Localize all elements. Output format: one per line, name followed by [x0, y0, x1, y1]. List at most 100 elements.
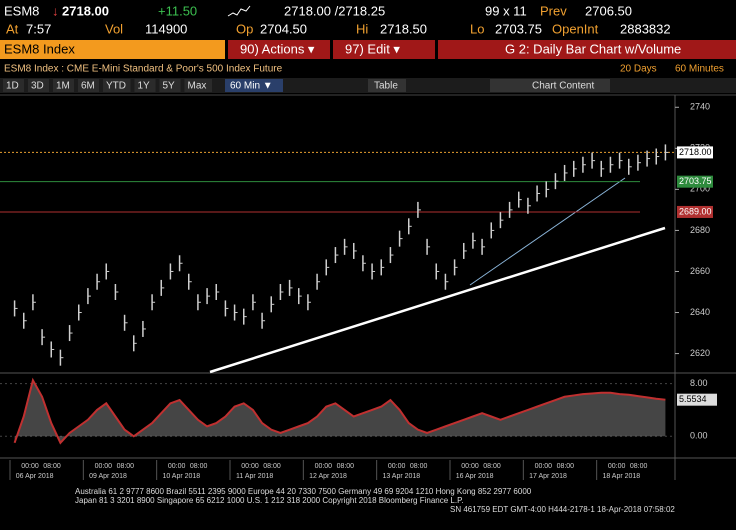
- title: G 2: Daily Bar Chart w/Volume: [505, 41, 681, 56]
- table: Table: [374, 81, 398, 92]
- price-tag: [677, 205, 713, 218]
- hour-label: 08:00: [410, 463, 428, 470]
- sparkline: [227, 5, 251, 17]
- table-button[interactable]: [368, 79, 406, 92]
- day-label: 16 Apr 2018: [456, 473, 494, 480]
- period-button[interactable]: [184, 79, 213, 92]
- day-label: 17 Apr 2018: [529, 473, 567, 480]
- period: Max: [188, 81, 207, 92]
- chart-content: Chart Content: [532, 81, 594, 92]
- indicator-line: [13, 377, 666, 445]
- hour-label: 00:00: [461, 463, 479, 470]
- price-tag: [677, 175, 713, 188]
- period-button[interactable]: [134, 79, 156, 92]
- interval-button[interactable]: [225, 79, 283, 92]
- label: At: [6, 21, 19, 36]
- indicator-tag: [677, 393, 717, 406]
- price-tag-label: 2703.75: [679, 176, 712, 186]
- range-interval: 60 Minutes: [675, 64, 724, 75]
- label: Prev: [540, 3, 567, 18]
- y-tick-label: 2660: [690, 266, 710, 276]
- day-label: 13 Apr 2018: [382, 473, 420, 480]
- period-button[interactable]: [3, 79, 24, 92]
- hour-label: 00:00: [95, 463, 113, 470]
- day-label: 06 Apr 2018: [16, 473, 54, 480]
- security-box[interactable]: [0, 40, 225, 59]
- indicator-tag-label: 5.5534: [679, 394, 707, 404]
- footer-line: Australia 61 2 9777 8600 Brazil 5511 239…: [75, 487, 532, 496]
- hour-label: 00:00: [241, 463, 259, 470]
- hour-label: 00:00: [315, 463, 333, 470]
- period: 5Y: [163, 81, 176, 92]
- indicator-area: [14, 380, 666, 443]
- day-label: 11 Apr 2018: [236, 473, 273, 480]
- period: 6M: [81, 81, 95, 92]
- y-tick-label: 2640: [690, 307, 710, 317]
- trendline: [469, 177, 626, 286]
- day-label: 18 Apr 2018: [602, 473, 640, 480]
- label: Hi: [356, 21, 368, 36]
- bid-ask: 2718.00 /2718.25: [284, 3, 385, 18]
- hour-label: 08:00: [263, 463, 281, 470]
- hour-label: 08:00: [337, 463, 355, 470]
- high: 2718.50: [380, 21, 427, 36]
- low: 2703.75: [495, 21, 542, 36]
- hour-label: 08:00: [117, 463, 135, 470]
- period: 1D: [6, 81, 19, 92]
- footer-line: SN 461759 EDT GMT-4:00 H444-2178-1 18-Ap…: [450, 505, 675, 514]
- hour-label: 08:00: [43, 463, 61, 470]
- chart-content-button[interactable]: [490, 79, 610, 92]
- prev: 2706.50: [585, 3, 632, 18]
- hour-label: 00:00: [608, 463, 626, 470]
- arrow: ↓: [52, 3, 59, 18]
- edit-button[interactable]: [333, 40, 435, 59]
- interval: 60 Min ▼: [230, 81, 273, 92]
- period-button[interactable]: [103, 79, 131, 92]
- period-button[interactable]: [159, 79, 181, 92]
- period: YTD: [106, 81, 126, 92]
- hour-label: 00:00: [388, 463, 406, 470]
- period: 1Y: [138, 81, 151, 92]
- open: 2704.50: [260, 21, 307, 36]
- ticker: ESM8: [4, 3, 39, 18]
- size: 99 x 11: [485, 3, 527, 18]
- period-button[interactable]: [53, 79, 74, 92]
- change: +11.50: [158, 3, 197, 18]
- actions-button[interactable]: [228, 40, 330, 59]
- range-days: 20 Days: [620, 64, 657, 75]
- edit: 97) Edit ▾: [345, 41, 400, 56]
- period-button[interactable]: [28, 79, 49, 92]
- security: ESM8 Index: [4, 41, 75, 56]
- description: ESM8 Index : CME E-Mini Standard & Poor'…: [4, 64, 283, 75]
- hour-label: 08:00: [190, 463, 208, 470]
- label: Op: [236, 21, 253, 36]
- y-tick-label: 2620: [690, 348, 710, 358]
- plot: 26202640266026802700272027402718.002703.…: [0, 102, 717, 480]
- y-tick-label: 0.00: [690, 431, 708, 441]
- hour-label: 00:00: [535, 463, 553, 470]
- label: Vol: [105, 21, 123, 36]
- trendline: [209, 226, 666, 374]
- price-tag-label: 2689.00: [679, 206, 712, 216]
- vol: 114900: [145, 21, 187, 36]
- periods: 1D 3D 1M 6M YTD 1Y 5Y Max: [3, 79, 212, 92]
- time: 7:57: [26, 21, 51, 36]
- y-tick-label: 2740: [690, 102, 710, 112]
- footer: Australia 61 2 9777 8600 Brazil 5511 239…: [75, 487, 675, 514]
- price-tag-label: 2718.00: [679, 147, 712, 157]
- last: 2718.00: [62, 3, 109, 18]
- label: Lo: [470, 21, 484, 36]
- price-tag: [677, 146, 713, 159]
- hour-label: 00:00: [21, 463, 39, 470]
- footer-line: Japan 81 3 3201 8900 Singapore 65 6212 1…: [75, 496, 464, 505]
- hour-label: 08:00: [557, 463, 575, 470]
- y-tick-label: 2700: [690, 184, 710, 194]
- period-button[interactable]: [78, 79, 99, 92]
- y-tick-label: 8.00: [690, 378, 708, 388]
- label: OpenInt: [552, 21, 599, 36]
- hour-label: 08:00: [630, 463, 648, 470]
- day-label: 12 Apr 2018: [309, 473, 347, 480]
- open-int: 2883832: [620, 21, 671, 36]
- y-tick-label: 2680: [690, 225, 710, 235]
